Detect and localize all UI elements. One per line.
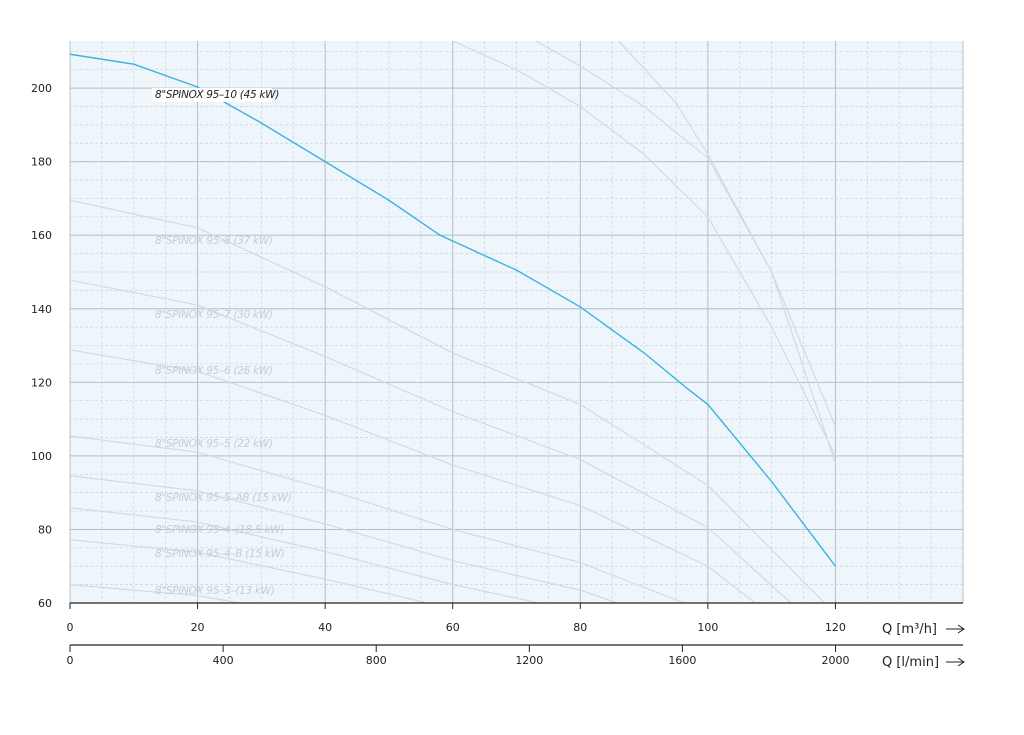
grid — [69, 41, 964, 604]
x2-axis-label: Q [l/min] — [882, 655, 939, 670]
x2-tick-label: 400 — [213, 654, 234, 667]
x-tick-label: 20 — [191, 621, 205, 634]
x-tick-label: 80 — [573, 621, 587, 634]
x-axis-label: Q [m³/h] — [882, 622, 937, 637]
curve-label: 8"SPINOX 95–7 (30 kW) — [155, 309, 273, 321]
x2-tick-label: 800 — [366, 654, 387, 667]
y-tick-label: 80 — [38, 523, 52, 536]
x2-tick-label: 1200 — [515, 654, 543, 667]
curve — [618, 41, 836, 464]
x-tick-label: 40 — [318, 621, 332, 634]
arrow — [946, 657, 965, 667]
curve — [70, 507, 542, 603]
curve-label: 8"SPINOX 95–3–(13 kW) — [155, 585, 275, 597]
y-tick-label: 160 — [31, 229, 52, 242]
y-tick-label: 60 — [38, 597, 52, 610]
curve-label: 8"SPINOX 95–4–B (15 kW) — [155, 548, 285, 560]
curve — [70, 349, 757, 603]
x-tick-label: 0 — [67, 621, 74, 634]
curve — [70, 475, 620, 603]
curve — [70, 279, 792, 603]
curve-label: 8"SPINOX 95–10 (45 kW) — [155, 89, 279, 101]
y-tick-label: 100 — [31, 450, 52, 463]
curve — [70, 199, 826, 603]
y-tick-label: 180 — [31, 156, 52, 169]
y-tick-label: 200 — [31, 82, 52, 95]
arrow — [946, 624, 965, 634]
x2-tick-label: 1600 — [668, 654, 696, 667]
x-tick-label: 60 — [446, 621, 460, 634]
label-box — [152, 88, 272, 102]
x2-tick-label: 0 — [67, 654, 74, 667]
x-tick-label: 120 — [825, 621, 846, 634]
x-tick-label: 100 — [697, 621, 718, 634]
curve — [70, 584, 244, 603]
curve — [535, 41, 836, 427]
y-tick-label: 120 — [31, 376, 52, 389]
curve-label: 8"SPINOX 95–5 (22 kW) — [155, 438, 273, 450]
curve — [70, 435, 686, 603]
x2-tick-label: 2000 — [822, 654, 850, 667]
y-tick-label: 140 — [31, 303, 52, 316]
curve-label: 8"SPINOX 95–6 (26 kW) — [155, 365, 273, 377]
curve — [452, 41, 836, 457]
curve-label: 8"SPINOX 95–8 (37 kW) — [155, 235, 273, 247]
curve — [70, 539, 431, 603]
curve-label: 8"SPINOX 95–5–AB (15 kW) — [155, 492, 292, 504]
curve-label: 8"SPINOX 95–4–(18,5 kW) — [155, 524, 284, 536]
